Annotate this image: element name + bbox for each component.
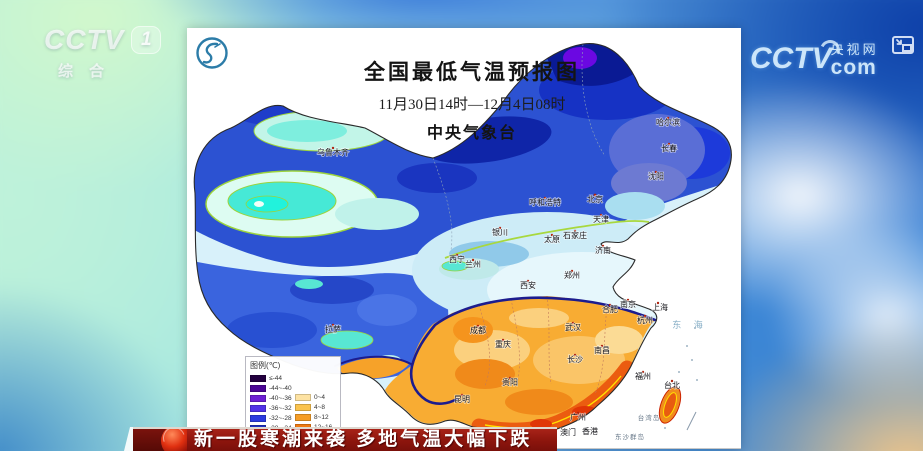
map-fold-line [686, 411, 697, 431]
legend-label: -44~-40 [269, 384, 292, 392]
city-label: 天津 [593, 214, 609, 224]
city-label: 上海 [652, 302, 668, 312]
china-temperature-map: 乌鲁木齐 哈尔滨 长春 沈阳 呼和浩特 北京 天津 石家庄 太原 银川 济南 西… [193, 43, 732, 449]
city-label: 银川 [492, 227, 508, 237]
legend-label: -32~-28 [269, 414, 292, 422]
legend-row: -44~-40 [250, 383, 336, 393]
map-legend: 图例(℃) ≤-44 -44~-40 -40~-36 -36~-32 -32~-… [245, 356, 341, 451]
city-label: 杭州 [637, 315, 653, 325]
city-label: 南京 [620, 299, 636, 309]
city-label: 合肥 [602, 304, 618, 314]
legend-label: 0~4 [314, 393, 326, 401]
city-labels: 乌鲁木齐 哈尔滨 长春 沈阳 呼和浩特 北京 天津 石家庄 太原 银川 济南 西… [316, 116, 680, 437]
legend-row: 8~12 [295, 412, 332, 422]
city-label: 西安 [520, 280, 536, 290]
legend-swatch [250, 374, 266, 382]
city-label: 贵阳 [502, 377, 518, 387]
legend-label: -24~-20 [269, 434, 292, 442]
legend-label: -40~-36 [269, 394, 292, 402]
city-label: 昆明 [454, 395, 470, 404]
watermark-wordmark: CCTV [750, 42, 832, 75]
city-label: 乌鲁木齐 [317, 147, 349, 157]
channel-subtitle: 综合 [58, 63, 121, 80]
legend-swatch [250, 414, 266, 422]
city-label: 福州 [635, 372, 651, 381]
city-label: 长沙 [567, 354, 583, 364]
cctv-wordmark: CCTV [44, 24, 125, 55]
legend-swatch [250, 424, 266, 432]
legend-swatch [250, 394, 266, 402]
map-agency: 中央气象台 [426, 125, 517, 142]
city-label: 香港 [582, 426, 598, 436]
legend-row: ≤-44 [250, 373, 336, 383]
city-label: 石家庄 [563, 230, 587, 240]
legend-label: ≤-44 [269, 374, 282, 382]
city-label: 西宁 [449, 254, 465, 264]
legend-swatch [250, 434, 266, 442]
cctv-com-watermark: CCTV 央视网 com [750, 37, 879, 79]
city-label: 南昌 [594, 345, 610, 355]
city-label: 广州 [570, 412, 586, 422]
legend-row: 12~16 [295, 422, 332, 432]
weather-map-poster: 乌鲁木齐 哈尔滨 长春 沈阳 呼和浩特 北京 天津 石家庄 太原 银川 济南 西… [187, 28, 741, 451]
city-markers [331, 116, 674, 415]
city-label: 济南 [595, 245, 611, 255]
map-title: 全国最低气温预报图 [364, 61, 580, 84]
legend-label: 8~12 [314, 413, 329, 421]
city-label: 哈尔滨 [656, 117, 680, 127]
sea-label: 东沙群岛 [615, 432, 645, 441]
legend-swatch [295, 413, 311, 421]
legend-row: 4~8 [295, 402, 332, 412]
city-label: 台北 [664, 380, 680, 390]
cctv1-logo: CCTV 1 综合 [44, 24, 162, 81]
china-border-outline [193, 43, 732, 434]
legend-title: 图例(℃) [250, 361, 281, 370]
legend-label: -36~-32 [269, 404, 292, 412]
city-label: 郑州 [564, 270, 580, 280]
legend-label: 12~16 [314, 423, 333, 431]
city-label: 太原 [544, 234, 560, 244]
cold-boundary-line [409, 296, 657, 405]
legend-swatch [250, 384, 266, 392]
city-label: 澳门 [560, 427, 576, 437]
legend-row: -24~-20 [250, 433, 336, 443]
map-header: 全国最低气温预报图 11月30日14时—12月4日08时 中央气象台 [277, 56, 667, 143]
legend-swatch [295, 403, 311, 411]
legend-swatch [250, 404, 266, 412]
hainan-island [523, 437, 543, 449]
city-label: 成都 [470, 325, 486, 335]
legend-row: -32~-28 [250, 413, 336, 423]
legend-label: 4~8 [314, 403, 326, 411]
channel-number-badge: 1 [131, 26, 162, 54]
pip-resize-icon [892, 36, 914, 54]
watermark-domain: com [830, 56, 877, 79]
legend-swatch [295, 423, 311, 431]
legend-row: -36~-32 [250, 403, 336, 413]
city-label: 呼和浩特 [529, 197, 561, 207]
city-label: 重庆 [495, 339, 511, 349]
legend-label: -28~-24 [269, 424, 292, 432]
cma-logo-icon [195, 36, 229, 75]
city-label: 拉萨 [325, 324, 341, 334]
map-date-range: 11月30日14时—12月4日08时 [378, 97, 566, 113]
legend-warm-column: 0~4 4~8 8~12 12~16 [295, 392, 332, 432]
city-label: 兰州 [465, 259, 481, 269]
sea-label: 东 海 [672, 319, 708, 330]
city-label: 长春 [661, 143, 677, 153]
small-islands [664, 327, 698, 429]
legend-swatch [295, 393, 311, 401]
legend-row: -40~-36 [250, 393, 336, 403]
city-label: 北京 [587, 194, 603, 204]
sea-labels: 东 海 台湾岛 东沙群岛 [615, 319, 708, 441]
city-label: 武汉 [565, 322, 581, 332]
sea-label: 台湾岛 [638, 413, 661, 422]
legend-row: 0~4 [295, 392, 332, 402]
taiwan-island [658, 386, 682, 424]
city-label: 沈阳 [648, 171, 664, 181]
watermark-cn-name: 央视网 [830, 42, 879, 57]
